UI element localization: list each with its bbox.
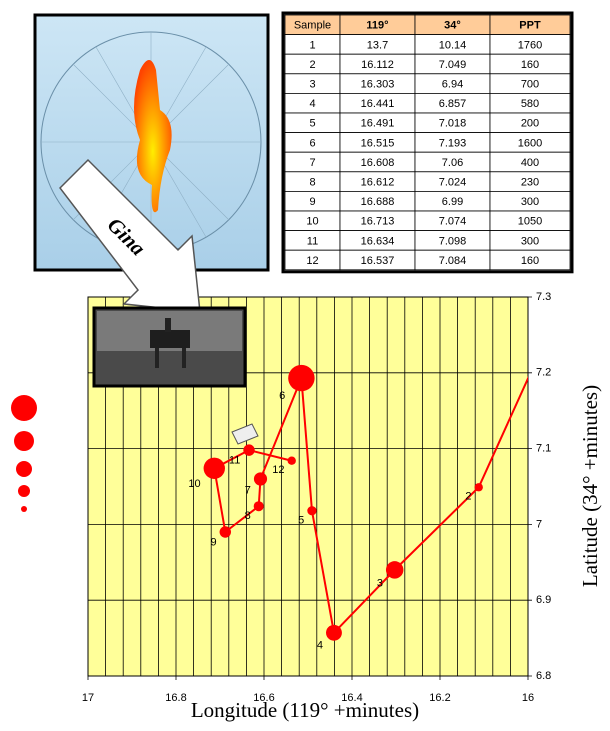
marker	[254, 501, 264, 511]
x-tick-label: 16	[522, 692, 534, 704]
cell-text: 16.441	[361, 98, 395, 110]
cell-text: 230	[521, 177, 539, 189]
cell-text: 7.074	[439, 216, 467, 228]
cell-text: 11	[307, 235, 318, 247]
header-text: 119°	[366, 20, 388, 32]
cell-text: 3	[309, 79, 315, 91]
y-axis-title: Latitude (34° +minutes)	[578, 385, 602, 587]
cell-text: 7.098	[439, 235, 467, 247]
point-label: 12	[272, 464, 284, 476]
point-label: 5	[298, 514, 304, 526]
cell-text: 16.515	[361, 137, 395, 149]
cell-text: 16.688	[361, 196, 395, 208]
cell-text: 1760	[518, 39, 542, 51]
y-tick-label: 6.9	[536, 594, 551, 606]
cell-text: 6	[309, 137, 315, 149]
cell-text: 16.537	[361, 255, 395, 267]
cell-text: 13.7	[367, 39, 388, 51]
cell-text: 7.049	[439, 59, 467, 71]
marker	[475, 483, 483, 491]
cell-text: 7.018	[439, 118, 467, 130]
cell-text: 200	[521, 118, 539, 130]
marker	[243, 444, 254, 455]
x-tick-label: 16.8	[165, 692, 186, 704]
x-tick-label: 16.2	[429, 692, 450, 704]
size-legend	[11, 395, 37, 512]
cell-text: 6.94	[442, 79, 463, 91]
cell-text: 4	[309, 98, 315, 110]
marker	[326, 625, 342, 641]
cell-text: 700	[521, 79, 539, 91]
cell-text: 16.112	[361, 59, 394, 71]
cell-text: 300	[521, 196, 539, 208]
cell-text: 300	[521, 235, 539, 247]
marker	[307, 506, 316, 515]
marker	[254, 472, 267, 485]
cell-text: 2	[309, 59, 315, 71]
point-label: 3	[377, 578, 383, 590]
point-label: 6	[279, 390, 285, 402]
cell-text: 9	[309, 196, 315, 208]
cell-text: 16.303	[361, 79, 395, 91]
cell-text: 5	[309, 118, 315, 130]
cell-text: 1050	[518, 216, 542, 228]
x-tick-label: 16.4	[341, 692, 362, 704]
cell-text: 580	[521, 98, 539, 110]
cell-text: 7.024	[439, 177, 467, 189]
marker	[220, 526, 231, 537]
point-label: 10	[188, 478, 200, 490]
header-text: Sample	[294, 20, 331, 32]
header-text: PPT	[519, 20, 541, 32]
cell-text: 7	[309, 157, 315, 169]
y-tick-label: 7.3	[536, 291, 551, 303]
cell-text: 7.193	[439, 137, 467, 149]
marker	[288, 457, 296, 465]
point-label: 4	[317, 640, 323, 652]
cell-text: 16.634	[361, 235, 395, 247]
marker	[386, 561, 403, 578]
cell-text: 7.06	[442, 157, 463, 169]
cell-text: 16.491	[361, 118, 395, 130]
data-table: Sample 119° 34° PPT 1 13.7 10.14 1760 2 16.112 7.0…	[283, 13, 572, 272]
x-tick-label: 16.6	[253, 692, 274, 704]
cell-text: 6.99	[442, 196, 463, 208]
platform-photo	[94, 308, 245, 386]
cell-text: 10.14	[439, 39, 467, 51]
point-label: 11	[229, 455, 240, 467]
cell-text: 400	[521, 157, 539, 169]
cell-text: 160	[521, 255, 539, 267]
y-tick-label: 7.2	[536, 367, 551, 379]
x-tick-label: 17	[82, 692, 94, 704]
point-label: 2	[465, 490, 471, 502]
point-label: 7	[245, 484, 251, 496]
point-label: 8	[245, 510, 251, 522]
cell-text: 1	[309, 39, 315, 51]
cell-text: 1600	[518, 137, 542, 149]
y-tick-label: 7.1	[536, 443, 551, 455]
cell-text: 7.084	[439, 255, 467, 267]
marker	[204, 458, 225, 479]
y-tick-label: 6.8	[536, 670, 551, 682]
cell-text: 8	[309, 177, 315, 189]
x-axis-title: Longitude (119° +minutes)	[191, 698, 419, 722]
cell-text: 160	[521, 59, 539, 71]
marker	[288, 365, 314, 391]
figure: Gina Longitude (119° +minutes) Latitude …	[0, 0, 610, 726]
cell-text: 10	[306, 216, 318, 228]
y-tick-label: 7	[536, 518, 542, 530]
header-text: 34°	[444, 20, 461, 32]
cell-text: 12	[306, 255, 318, 267]
cell-text: 16.713	[361, 216, 395, 228]
point-label: 9	[210, 537, 216, 549]
cell-text: 16.608	[361, 157, 395, 169]
cell-text: 16.612	[361, 177, 395, 189]
cell-text: 6.857	[439, 98, 467, 110]
